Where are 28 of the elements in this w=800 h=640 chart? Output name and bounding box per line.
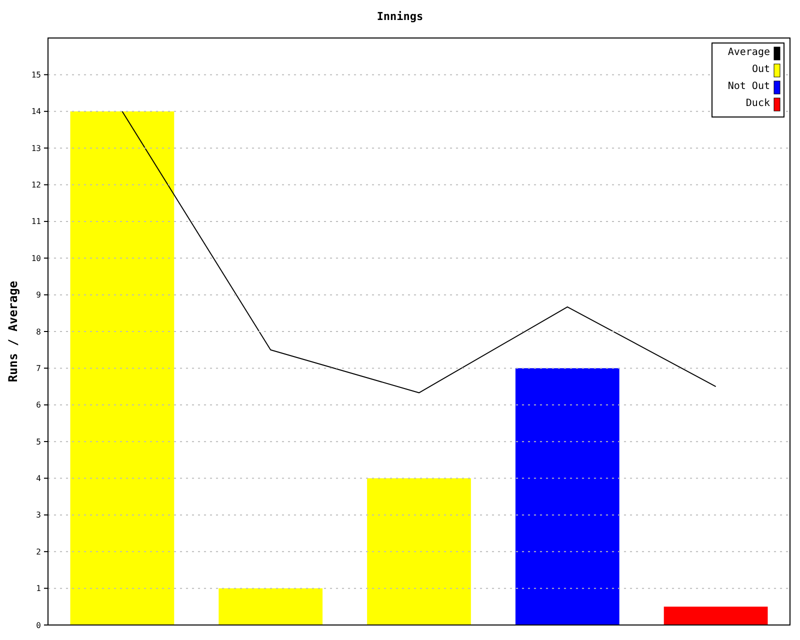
bar [367,478,471,625]
y-tick-label: 12 [31,180,42,190]
legend-label: Duck [746,98,770,109]
bar [515,368,620,625]
legend-label: Average [728,47,770,58]
y-axis-title: Runs / Average [6,280,20,382]
y-tick-label: 9 [36,290,42,300]
legend-label: Not Out [728,81,770,92]
y-tick-label: 0 [36,620,42,630]
y-tick-label: 13 [31,144,42,153]
y-tick-label: 7 [36,364,42,373]
bar [664,606,768,625]
y-tick-label: 10 [31,254,42,263]
y-tick-label: 14 [31,107,42,116]
y-tick-label: 11 [31,217,42,226]
bar [218,588,323,625]
line-series [122,110,716,394]
y-tick-label: 3 [36,510,42,520]
y-tick-label: 1 [36,584,42,594]
chart-title: Innings [376,10,424,23]
y-tick-label: 2 [36,547,42,556]
y-tick-label: 5 [36,437,42,446]
y-tick-label: 4 [36,474,42,484]
y-tick-label: 15 [31,70,42,80]
legend-label: Out [752,64,770,75]
y-tick-label: 8 [36,327,42,336]
y-tick-label: 6 [36,400,42,410]
bar [70,111,174,625]
